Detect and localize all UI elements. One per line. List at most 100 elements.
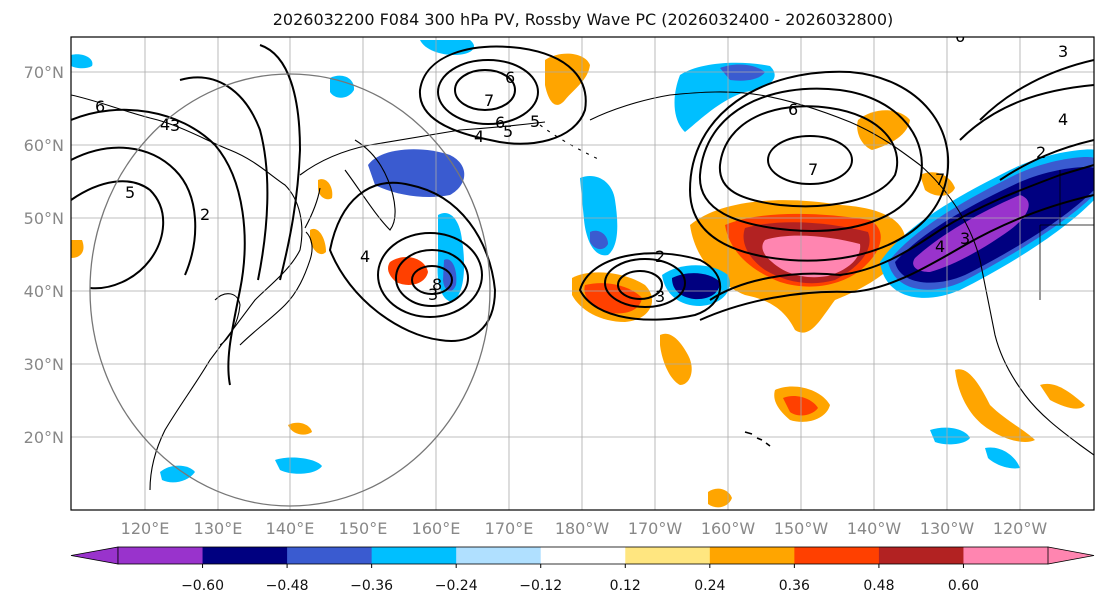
contour-label: 8 [432, 275, 442, 294]
positive-anomaly-region [660, 333, 692, 385]
map-content: 6 4 3 5 2 6 7 5 4 6 5 6 7 4 3 8 2 3 6 7 … [71, 27, 1094, 510]
positive-anomaly-region [388, 257, 428, 285]
negative-anomaly-region [674, 62, 775, 132]
contour-label: 2 [200, 205, 210, 224]
coastlines [71, 91, 1094, 491]
figure-title: 2026032200 F084 300 hPa PV, Rossby Wave … [273, 10, 894, 29]
contour-label: 4 [360, 247, 370, 266]
contour-label: 5 [125, 183, 135, 202]
colorbar-swatch [287, 547, 373, 564]
positive-anomaly-region [955, 369, 1035, 442]
lon-label: 160°W [701, 519, 756, 538]
contour-label: 7 [808, 160, 818, 179]
positive-anomaly-region [71, 240, 84, 258]
lat-label: 20°N [24, 428, 64, 447]
positive-anomaly-region [708, 488, 732, 508]
contour-label: 7 [935, 170, 945, 189]
positive-anomaly-region [762, 235, 861, 278]
lon-label: 140°E [266, 519, 315, 538]
lon-label: 170°E [485, 519, 534, 538]
colorbar-tick-label: 0.48 [863, 578, 894, 594]
colorbar-tick-label: 0.60 [948, 578, 979, 594]
lat-label: 40°N [24, 282, 64, 301]
colorbar-tick-label: −0.12 [519, 578, 562, 594]
colorbar-swatch [118, 547, 204, 564]
positive-anomaly-region [545, 53, 590, 105]
contour-label: 7 [484, 91, 494, 110]
lon-label: 180°W [555, 519, 610, 538]
contour-label: 4 [474, 127, 484, 146]
lat-label: 50°N [24, 209, 64, 228]
contour-label: 4 [1058, 110, 1068, 129]
positive-anomaly-region [1040, 383, 1085, 409]
pv-contours [71, 44, 1094, 386]
colorbar-tick-label: 0.12 [610, 578, 641, 594]
colorbar-tick-label: 0.36 [779, 578, 810, 594]
contour-label: 6 [495, 113, 505, 132]
negative-anomaly-region [160, 465, 195, 483]
colorbar-swatch [371, 547, 457, 564]
colorbar-tick-label: −0.36 [350, 578, 393, 594]
longitude-labels: 120°E 130°E 140°E 150°E 160°E 170°E 180°… [121, 519, 1048, 538]
negative-anomaly-region [930, 427, 970, 445]
contour-label: 6 [505, 68, 515, 87]
lon-label: 160°E [412, 519, 461, 538]
contour-label: 2 [1036, 143, 1046, 162]
lon-label: 120°W [993, 519, 1048, 538]
colorbar-extend-max [1047, 546, 1095, 565]
colorbar-swatch [963, 547, 1049, 564]
contour-label: 6 [95, 97, 105, 116]
negative-anomaly-region [275, 457, 322, 474]
lon-label: 150°W [774, 519, 829, 538]
contour-label: 3 [428, 285, 438, 304]
contour-label: 3 [170, 116, 180, 135]
radius-circle [89, 73, 491, 507]
colorbar-swatch [540, 547, 626, 564]
colorbar-extend-min [70, 546, 119, 565]
colorbar-swatch [202, 547, 288, 564]
contour-label: 6 [955, 27, 965, 46]
graticule [71, 37, 1094, 510]
lon-label: 130°W [920, 519, 975, 538]
colorbar-tick-label: −0.48 [266, 578, 309, 594]
lon-label: 170°W [628, 519, 683, 538]
negative-anomaly-region [720, 64, 765, 81]
negative-anomaly-region [590, 230, 608, 250]
contour-label: 6 [788, 100, 798, 119]
lon-label: 120°E [121, 519, 170, 538]
contour-label: 4 [160, 115, 170, 134]
contour-label: 3 [1058, 42, 1068, 61]
colorbar: −0.60 −0.48 −0.36 −0.24 −0.12 0.12 0.24 0.36 0.4… [70, 546, 1095, 594]
contour-labels: 6 4 3 5 2 6 7 5 4 6 5 6 7 4 3 8 2 3 6 7 … [95, 27, 1068, 306]
colorbar-tick-label: 0.24 [694, 578, 725, 594]
negative-anomaly-region [330, 75, 355, 98]
lon-label: 150°E [339, 519, 388, 538]
negative-anomaly-region [71, 54, 93, 69]
lon-label: 140°W [847, 519, 902, 538]
colorbar-swatch [709, 547, 795, 564]
colorbar-swatch [794, 547, 880, 564]
positive-anomaly-region [288, 422, 312, 435]
lat-label: 60°N [24, 136, 64, 155]
contour-label: 4 [935, 237, 945, 256]
colorbar-tick-label: −0.24 [435, 578, 478, 594]
contour-label: 5 [503, 122, 513, 141]
colorbar-swatch [625, 547, 711, 564]
lat-label: 30°N [24, 355, 64, 374]
colorbar-swatch [456, 547, 542, 564]
lon-label: 130°E [194, 519, 243, 538]
positive-anomaly-region [318, 179, 333, 200]
positive-anomaly-region [783, 396, 818, 416]
contour-label: 2 [655, 247, 665, 266]
colorbar-swatch [878, 547, 964, 564]
colorbar-border [117, 546, 1049, 565]
lat-label: 70°N [24, 63, 64, 82]
negative-anomaly-region [985, 447, 1020, 469]
negative-anomaly-region [580, 176, 618, 256]
contour-label: 5 [530, 112, 540, 131]
positive-anomaly-region [310, 228, 326, 255]
map-border [70, 36, 1095, 511]
colorbar-tick-label: −0.60 [181, 578, 224, 594]
contour-label: 3 [655, 287, 665, 306]
